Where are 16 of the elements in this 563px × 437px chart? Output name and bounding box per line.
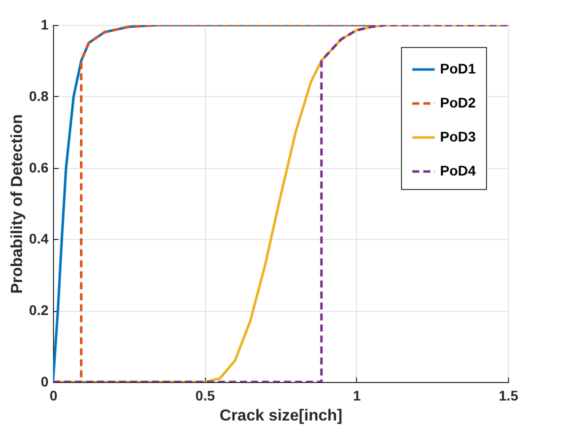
- x-tick-label: 0.5: [195, 388, 216, 404]
- y-tick-label: 0.8: [29, 88, 49, 104]
- line-series: [53, 25, 508, 382]
- y-tick-label: 1: [40, 16, 49, 32]
- x-tick-label: 1.5: [498, 388, 518, 404]
- x-axis-title: Crack size[inch]: [220, 408, 342, 424]
- legend-label: PoD2: [440, 94, 476, 110]
- legend-label: PoD4: [440, 162, 476, 178]
- y-tick-label: 0.4: [29, 230, 49, 247]
- y-axis-title: Probability of Detection: [9, 114, 26, 294]
- legend-label: PoD1: [440, 60, 476, 76]
- y-tick-label: 0.2: [29, 302, 49, 318]
- legend-label: PoD3: [440, 128, 476, 144]
- y-tick-label: 0: [40, 374, 49, 390]
- y-tick-label: 0.6: [29, 159, 49, 176]
- x-tick-label: 1: [352, 388, 361, 404]
